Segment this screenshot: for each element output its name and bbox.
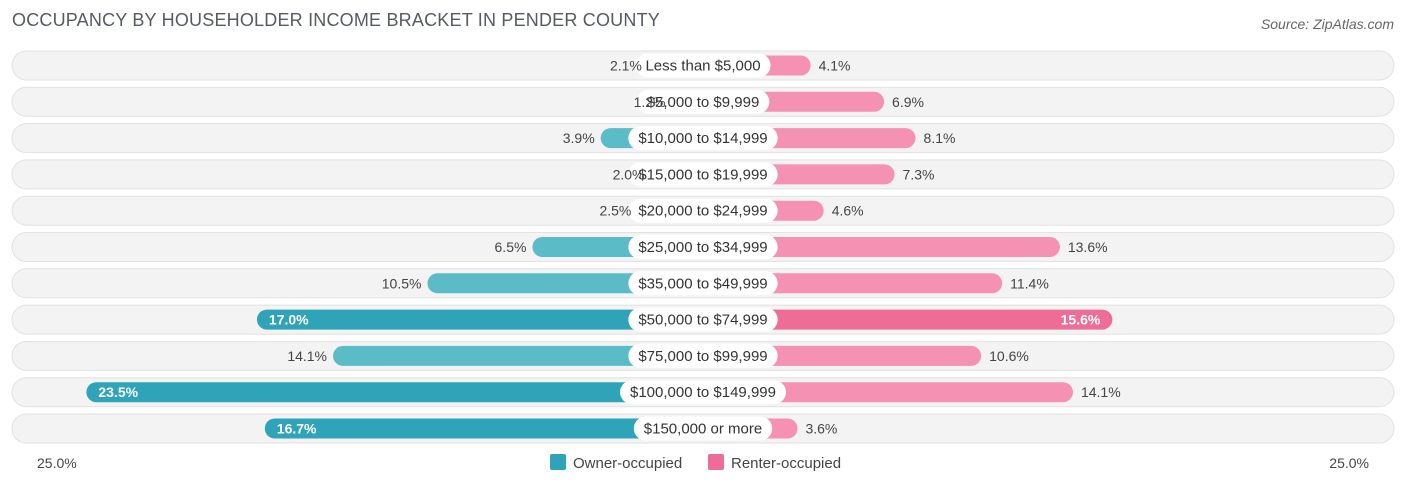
category-label-pill	[635, 53, 771, 78]
renter-value-label: 6.9%	[892, 94, 924, 110]
category-label-pill	[636, 89, 770, 114]
category-label: $150,000 or more	[644, 421, 762, 438]
category-label-pill	[628, 307, 778, 332]
renter-value-label: 7.3%	[903, 166, 935, 182]
category-label-pill	[628, 343, 778, 368]
renter-value-label: 4.6%	[832, 203, 864, 219]
owner-bar	[256, 309, 703, 330]
category-label: $35,000 to $49,999	[638, 275, 767, 292]
renter-value-label: 13.6%	[1068, 239, 1108, 255]
category-label-pill	[628, 126, 778, 151]
category-label: $25,000 to $34,999	[638, 239, 767, 256]
category-label: $100,000 to $149,999	[630, 384, 776, 401]
legend-swatch-owner	[550, 454, 566, 470]
category-label-pill	[620, 380, 786, 405]
owner-value-label: 2.1%	[610, 58, 642, 74]
chart-source: Source: ZipAtlas.com	[1260, 16, 1394, 32]
renter-bar	[703, 273, 1003, 294]
category-label: $50,000 to $74,999	[638, 312, 767, 329]
category-label: $15,000 to $19,999	[638, 166, 767, 183]
category-label-pill	[633, 416, 773, 441]
axis-label-right: 25.0%	[1329, 455, 1369, 471]
renter-bar	[703, 309, 1113, 330]
owner-value-label: 10.5%	[382, 275, 422, 291]
owner-value-label: 2.5%	[599, 203, 631, 219]
owner-value-label: 14.1%	[287, 348, 327, 364]
category-label-pill	[628, 162, 778, 187]
renter-value-label: 4.1%	[819, 58, 851, 74]
legend-label-renter: Renter-occupied	[731, 455, 841, 472]
owner-bar	[86, 382, 704, 403]
renter-value-label: 3.6%	[805, 421, 837, 437]
owner-value-label: 16.7%	[277, 421, 317, 437]
renter-bar	[703, 382, 1073, 403]
owner-value-label: 2.0%	[613, 166, 645, 182]
category-label-pill	[628, 198, 778, 223]
chart-title: OCCUPANCY BY HOUSEHOLDER INCOME BRACKET …	[12, 10, 660, 30]
renter-bar	[703, 237, 1060, 257]
category-label-pill	[628, 271, 778, 296]
owner-value-label: 17.0%	[269, 312, 309, 328]
category-label: Less than $5,000	[645, 58, 760, 75]
category-label: $10,000 to $14,999	[638, 130, 767, 147]
axis-label-left: 25.0%	[37, 455, 77, 471]
legend-swatch-renter	[708, 454, 724, 470]
renter-value-label: 10.6%	[989, 348, 1029, 364]
owner-bar	[264, 418, 703, 439]
owner-value-label: 3.9%	[563, 130, 595, 146]
category-label: $5,000 to $9,999	[647, 94, 760, 111]
renter-value-label: 15.6%	[1061, 312, 1101, 328]
renter-value-label: 11.4%	[1010, 275, 1049, 291]
owner-value-label: 1.2%	[634, 94, 666, 110]
legend-label-owner: Owner-occupied	[573, 455, 682, 472]
renter-value-label: 8.1%	[924, 130, 956, 146]
renter-value-label: 14.1%	[1081, 384, 1121, 400]
category-label-pill	[628, 235, 778, 259]
owner-value-label: 23.5%	[98, 384, 138, 400]
owner-value-label: 6.5%	[495, 239, 527, 255]
category-label: $20,000 to $24,999	[638, 203, 767, 220]
owner-bar	[333, 345, 703, 366]
category-label: $75,000 to $99,999	[638, 348, 767, 365]
